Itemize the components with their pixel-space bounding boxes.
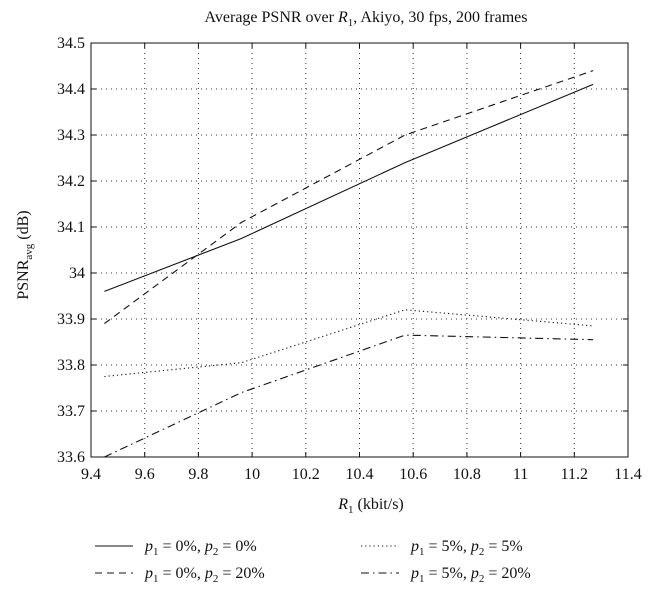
x-tick-label: 9.8 xyxy=(188,466,208,483)
grid-lines xyxy=(91,43,628,457)
y-tick-label: 34.3 xyxy=(57,127,85,144)
x-axis-label: R1 (kbit/s) xyxy=(337,496,404,516)
x-tick-label: 11.2 xyxy=(561,466,588,483)
y-axis-label: PSNRavg (dB) xyxy=(15,210,35,299)
legend-item-2: p1 = 0%, p2 = 20% xyxy=(95,565,265,585)
y-tick-label: 33.7 xyxy=(57,403,85,420)
legend-label: p1 = 0%, p2 = 20% xyxy=(144,565,265,585)
chart-title: Average PSNR over R1, Akiyo, 30 fps, 200… xyxy=(205,9,528,29)
legend-label: p1 = 5%, p2 = 5% xyxy=(410,538,523,558)
plot-frame xyxy=(90,42,629,458)
y-tick-label: 34 xyxy=(69,265,85,282)
x-tick-label: 10.4 xyxy=(346,466,374,483)
y-tick-label: 34.4 xyxy=(57,81,85,98)
x-tick-label: 11.4 xyxy=(614,466,641,483)
series-line-2 xyxy=(104,70,594,325)
x-tick-label: 10.2 xyxy=(292,466,320,483)
y-tick-label: 33.6 xyxy=(57,449,85,466)
y-tick-label: 33.8 xyxy=(57,357,85,374)
series-line-3 xyxy=(104,309,594,378)
y-axis-label-main: PSNR xyxy=(15,259,32,299)
x-tick-label: 11 xyxy=(513,466,528,483)
chart-title-sub: 1 xyxy=(348,17,354,29)
series-line-4 xyxy=(104,334,594,458)
series-layer xyxy=(104,70,594,458)
y-axis-label-sub: avg xyxy=(23,243,35,259)
y-tick-label: 34.1 xyxy=(57,219,85,236)
chart-title-suffix: , Akiyo, 30 fps, 200 frames xyxy=(353,9,527,26)
y-tick-label: 34.5 xyxy=(57,35,85,52)
chart-title-prefix: Average PSNR over xyxy=(205,9,338,26)
tick-marks xyxy=(90,42,629,458)
legend-item-1: p1 = 0%, p2 = 0% xyxy=(95,538,257,558)
x-tick-label: 9.6 xyxy=(135,466,155,483)
x-tick-label: 10.8 xyxy=(453,466,481,483)
x-tick-label: 10 xyxy=(244,466,260,483)
chart-title-var: R xyxy=(337,9,348,26)
x-tick-label: 10.6 xyxy=(399,466,427,483)
y-tick-label: 33.9 xyxy=(57,311,85,328)
legend-item-4: p1 = 5%, p2 = 20% xyxy=(361,565,531,585)
x-tick-labels: 9.4 9.6 9.8 10 10.2 10.4 10.6 10.8 11 11.2 11.4 xyxy=(81,466,642,483)
x-tick-label: 9.4 xyxy=(81,466,101,483)
legend: p1 = 0%, p2 = 0% p1 = 0%, p2 = 20% p1 = 5%… xyxy=(95,538,531,585)
y-axis-label-suffix: (dB) xyxy=(15,210,32,243)
x-axis-label-suffix: (kbit/s) xyxy=(354,496,404,513)
series-line-1 xyxy=(104,83,594,292)
legend-label: p1 = 0%, p2 = 0% xyxy=(144,538,257,558)
x-axis-label-sub: 1 xyxy=(348,504,354,516)
legend-item-3: p1 = 5%, p2 = 5% xyxy=(361,538,523,558)
y-tick-labels: 33.6 33.7 33.8 33.9 34 34.1 34.2 34.3 34.4 34.5 xyxy=(57,35,85,466)
x-axis-label-var: R xyxy=(337,496,348,513)
y-tick-label: 34.2 xyxy=(57,173,85,190)
legend-label: p1 = 5%, p2 = 20% xyxy=(410,565,531,585)
